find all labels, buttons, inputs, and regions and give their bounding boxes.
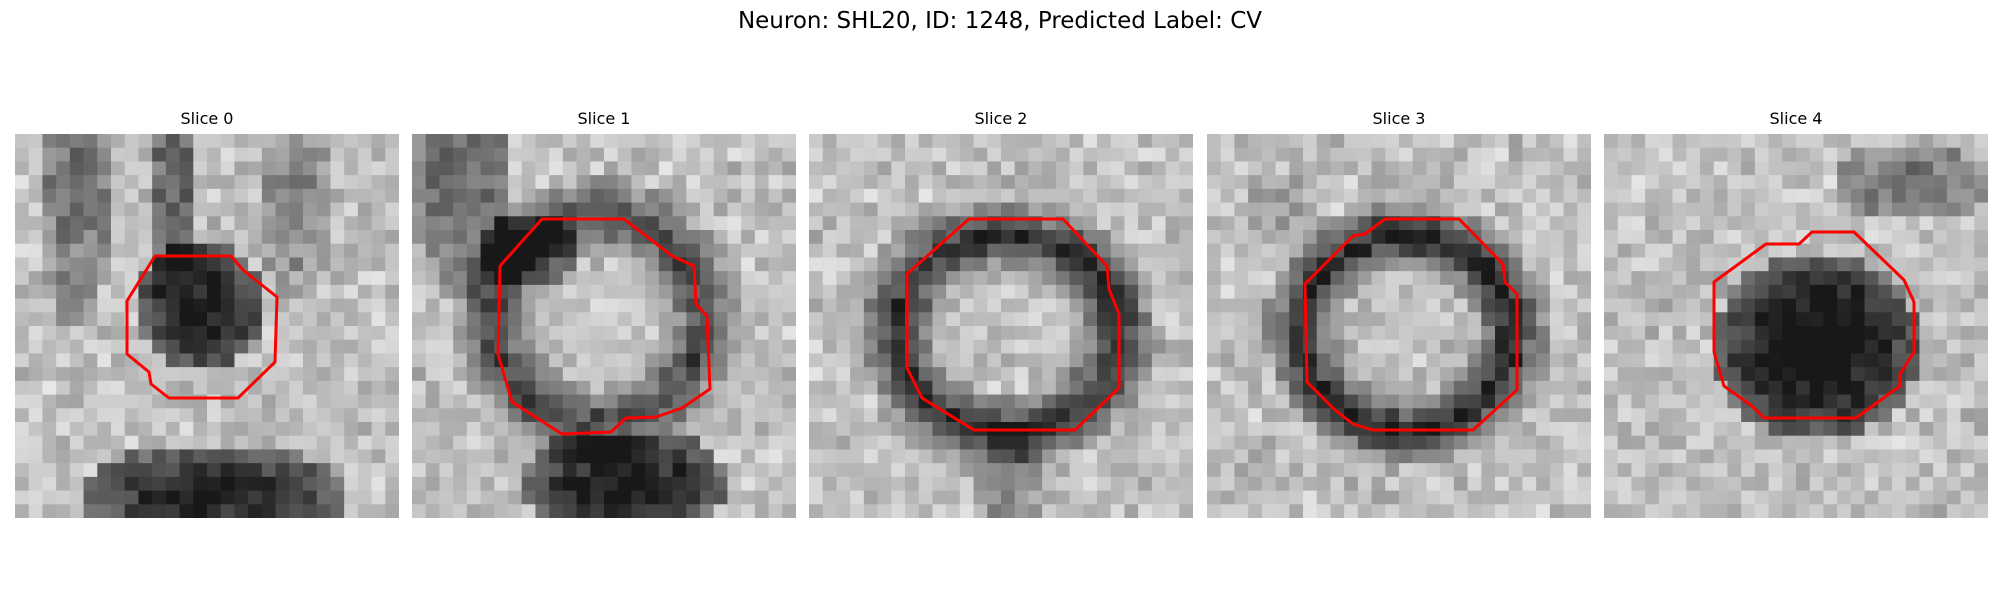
slice-panel-2: Slice 2 [809, 106, 1193, 518]
slice-panel-3: Slice 3 [1207, 106, 1591, 518]
slice-image-0 [15, 134, 399, 518]
slice-title-2: Slice 2 [974, 109, 1028, 128]
contour-outline [496, 217, 712, 436]
figure-title: Neuron: SHL20, ID: 1248, Predicted Label… [737, 8, 1263, 34]
contour-outline [1303, 217, 1519, 432]
slice-panel-1: Slice 1 [412, 106, 796, 518]
slice-title-3: Slice 3 [1372, 109, 1426, 128]
contour-outline [1712, 230, 1916, 420]
slice-image-3 [1207, 134, 1591, 518]
slice-panel-0: Slice 0 [15, 106, 399, 518]
slice-image-4 [1604, 134, 1988, 518]
contour-outline [905, 217, 1121, 432]
slice-title-4: Slice 4 [1769, 109, 1823, 128]
slice-image-1 [412, 134, 796, 518]
slice-title-0: Slice 0 [180, 109, 234, 128]
slice-image-2 [809, 134, 1193, 518]
slice-panel-4: Slice 4 [1604, 106, 1988, 518]
contour-outline [125, 254, 279, 400]
slice-title-1: Slice 1 [577, 109, 631, 128]
